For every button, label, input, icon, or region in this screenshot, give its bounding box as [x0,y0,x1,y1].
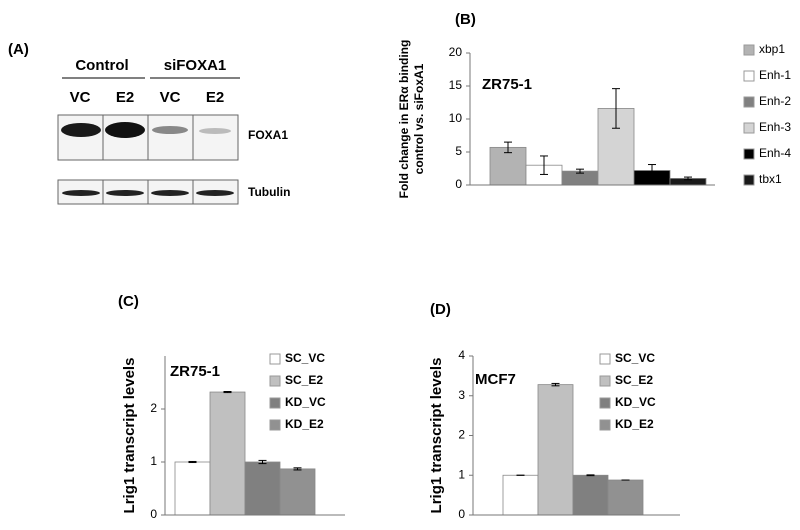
panel-a: (A) Control siFOXA1 VC E2 VC E2 FOXA1 [8,41,290,205]
bar [174,461,211,516]
legend-swatch [743,122,755,134]
legend-label: Enh-3 [759,120,791,134]
legend-swatch [599,397,611,409]
y-tick-label: 10 [449,111,463,125]
legend-label: KD_VC [285,395,326,409]
y-tick-label: 4 [458,348,465,362]
y-tick-label: 5 [455,144,462,158]
legend-label: KD_E2 [615,417,654,431]
legend-label: tbx1 [759,172,782,186]
bar [209,391,246,516]
chart-panel: (B) ZR75-1 Fold change in ERα binding contr… [397,11,791,198]
blot-row [57,179,239,205]
legend-label: KD_VC [615,395,656,409]
legend-label: Enh-2 [759,94,791,108]
y-axis-label: Fold change in ERα binding [397,40,411,199]
error-bar [504,141,512,154]
y-tick-label: 0 [458,507,465,521]
error-bar [540,155,548,175]
lane-label: VC [160,89,181,106]
bar [279,468,316,516]
legend-label: KD_E2 [285,417,324,431]
lane-label: E2 [206,89,224,106]
error-bar [551,382,560,387]
legend-swatch [269,397,281,409]
legend-swatch [599,419,611,431]
legend-swatch [743,44,755,56]
legend-swatch [599,353,611,365]
band-label: FOXA1 [248,128,288,142]
legend-swatch [269,419,281,431]
y-axis-label: Lrig1 transcript levels [121,358,138,514]
y-tick-label: 2 [458,428,465,442]
chart-panel: (C) ZR75-1 Lrig1 transcript levels SC_VC SC_… [118,293,345,521]
error-bar [648,164,656,177]
panel-label: (D) [430,301,451,318]
error-bar [258,459,267,465]
legend-swatch [269,353,281,365]
bar [244,461,281,516]
bar [537,384,574,516]
legend-label: xbp1 [759,42,785,56]
error-bar [293,467,302,471]
chart-panel: (D) MCF7 Lrig1 transcript levels SC_VC SC_E2… [428,301,680,521]
y-tick-label: 0 [150,507,157,521]
group-label: siFOXA1 [164,57,227,74]
lane-label: E2 [116,89,134,106]
y-tick-label: 20 [449,45,463,59]
error-bar [223,391,232,394]
y-tick-label: 1 [150,454,157,468]
legend-label: Enh-1 [759,68,791,82]
annotation: ZR75-1 [170,363,220,380]
annotation: MCF7 [475,371,516,388]
bar [607,479,644,516]
bar [489,146,527,186]
legend-swatch [269,375,281,387]
panel-label: (C) [118,293,139,310]
legend-swatch [743,96,755,108]
legend-label: Enh-4 [759,146,791,160]
error-bar [612,88,620,129]
annotation: ZR75-1 [482,76,532,93]
lane-label: VC [70,89,91,106]
y-tick-label: 0 [455,177,462,191]
y-axis-label: control vs. siFoxA1 [412,63,426,174]
group-label: Control [75,57,128,74]
legend-label: SC_VC [615,351,655,365]
error-bar [586,474,595,477]
legend-label: SC_E2 [615,373,653,387]
legend-swatch [599,375,611,387]
bar [502,474,539,516]
blot-row [57,114,239,161]
bar [572,474,609,516]
error-bar [188,460,197,464]
panel-label: (B) [455,11,476,28]
y-tick-label: 2 [150,401,157,415]
legend-label: SC_E2 [285,373,323,387]
error-bar [576,168,584,174]
y-tick-label: 3 [458,388,465,402]
panel-label: (A) [8,41,29,58]
legend-swatch [743,148,755,160]
y-tick-label: 1 [458,467,465,481]
band-label: Tubulin [248,185,290,199]
y-tick-label: 15 [449,78,463,92]
legend-swatch [743,174,755,186]
error-bar [684,176,692,181]
legend-label: SC_VC [285,351,325,365]
legend-swatch [743,70,755,82]
y-axis-label: Lrig1 transcript levels [428,358,445,514]
